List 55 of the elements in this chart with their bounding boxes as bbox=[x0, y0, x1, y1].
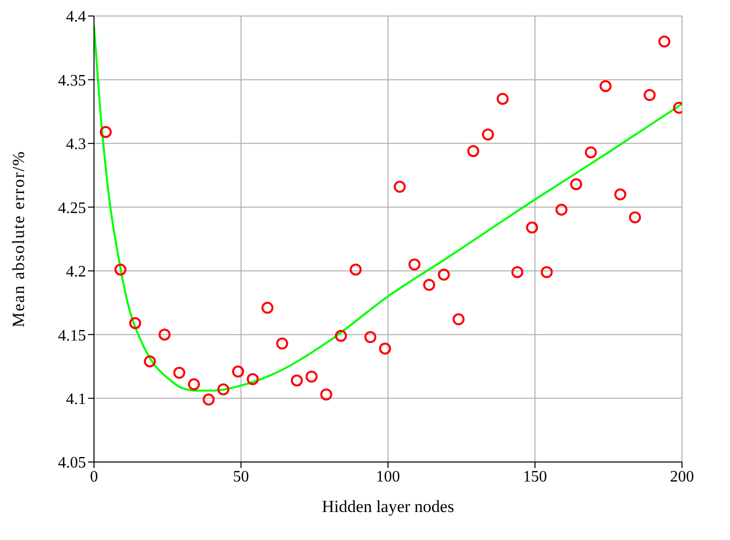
point bbox=[290, 374, 303, 386]
y-tick-label: 4.1 bbox=[66, 390, 86, 408]
point bbox=[438, 268, 450, 281]
y-axis-title: Mean absolute error/% bbox=[9, 150, 28, 328]
y-tick-label: 4.35 bbox=[58, 72, 86, 90]
x-axis-title: Hidden layer nodes bbox=[322, 497, 454, 516]
point bbox=[600, 80, 612, 92]
x-tick-label: 150 bbox=[523, 468, 547, 486]
point bbox=[423, 278, 436, 291]
point bbox=[511, 266, 524, 278]
point bbox=[100, 126, 112, 138]
point bbox=[570, 178, 582, 190]
x-tick-label: 100 bbox=[376, 468, 400, 486]
point bbox=[261, 302, 274, 314]
x-tick-label: 200 bbox=[670, 468, 694, 486]
point bbox=[379, 342, 392, 355]
point bbox=[173, 366, 186, 379]
point bbox=[188, 378, 200, 390]
point bbox=[452, 313, 465, 326]
x-tick-label: 0 bbox=[90, 468, 98, 486]
point bbox=[394, 180, 406, 193]
line-series bbox=[94, 25, 682, 392]
point bbox=[350, 264, 362, 276]
point bbox=[526, 222, 538, 234]
point bbox=[144, 355, 156, 368]
point bbox=[320, 388, 332, 400]
y-tick-label: 4.15 bbox=[58, 327, 86, 344]
point bbox=[114, 264, 126, 276]
point bbox=[306, 370, 318, 383]
point bbox=[158, 328, 171, 341]
point bbox=[129, 317, 142, 330]
point bbox=[658, 35, 670, 48]
y-tick-label: 4.2 bbox=[66, 264, 86, 281]
point bbox=[614, 188, 626, 200]
y-tick-label: 4.3 bbox=[66, 136, 86, 154]
y-tick-label: 4.25 bbox=[58, 200, 86, 217]
x-tick-label: 50 bbox=[233, 468, 249, 486]
point bbox=[217, 383, 230, 396]
y-tick-label: 4.05 bbox=[58, 454, 86, 472]
point bbox=[644, 89, 656, 102]
point bbox=[364, 331, 376, 344]
point bbox=[246, 373, 259, 386]
point bbox=[232, 366, 244, 378]
y-tick-label: 4.4 bbox=[66, 8, 86, 26]
point bbox=[540, 266, 553, 278]
point bbox=[202, 394, 215, 406]
point bbox=[628, 211, 641, 224]
point bbox=[482, 128, 494, 141]
point bbox=[496, 92, 509, 105]
point bbox=[408, 258, 420, 270]
point bbox=[276, 337, 288, 350]
point bbox=[334, 330, 347, 342]
point bbox=[555, 204, 568, 216]
point bbox=[467, 145, 480, 158]
point bbox=[584, 146, 597, 158]
